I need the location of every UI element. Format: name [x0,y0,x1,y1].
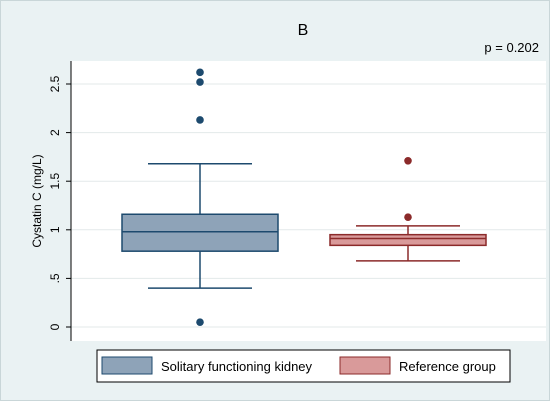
y-axis-label: Cystatin C (mg/L) [30,154,44,247]
y-tick-label: 2 [48,129,62,136]
iqr-box [329,233,487,247]
outlier-point [196,318,204,326]
legend-swatch-reference [339,356,391,375]
outlier-point [404,156,412,165]
chart-title: B [298,22,309,39]
outlier-point [196,78,204,86]
y-tick-label: .5 [48,273,62,283]
p-value-annotation: p = 0.202 [484,40,539,55]
box-series [121,68,487,326]
outlier-point [196,68,204,77]
legend-label-solitary: Solitary functioning kidney [161,359,313,374]
outlier-point [196,116,204,124]
y-tick-label: 1.5 [48,173,62,190]
legend-label-reference: Reference group [399,359,496,374]
legend [96,349,511,383]
plot-area [71,61,546,341]
iqr-box [121,213,279,252]
y-tick-label: 0 [48,323,62,330]
outlier-point [404,213,412,221]
y-tick-label: 2.5 [48,75,62,92]
y-axis-ticks: 0 .5 1 1.5 2 2.5 [48,75,71,330]
legend-swatch-solitary [101,356,153,375]
y-tick-label: 1 [48,226,62,233]
